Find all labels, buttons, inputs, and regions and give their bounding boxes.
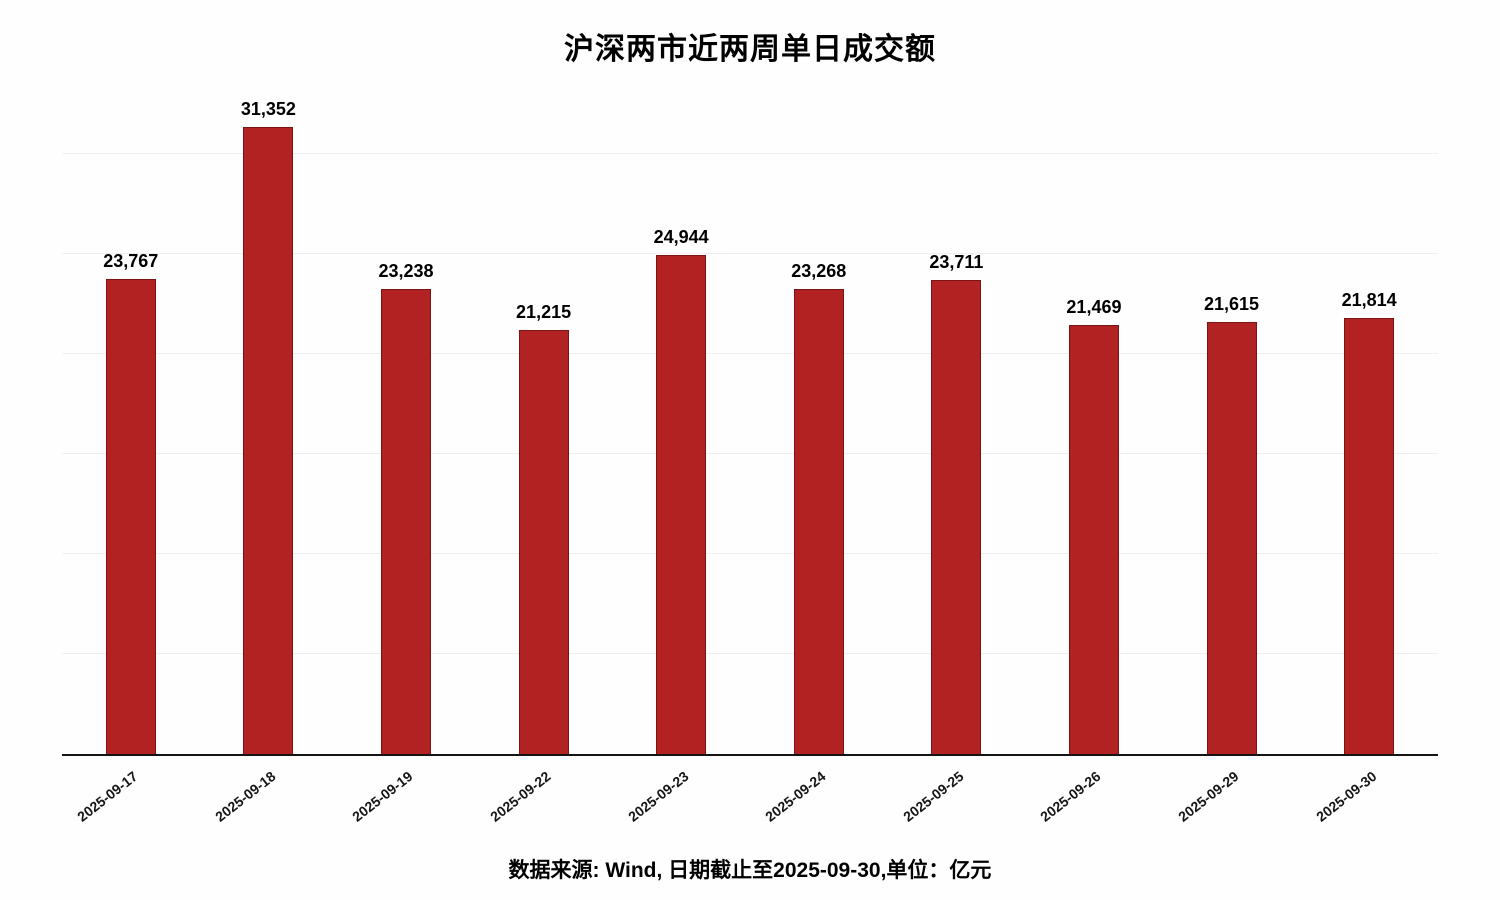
bar-group: 21,814 2025-09-30 — [1300, 94, 1438, 825]
bar: 23,238 — [378, 261, 434, 754]
x-axis-tick-label: 2025-09-18 — [211, 768, 279, 825]
plot-area: 23,767 2025-09-17 31,352 2025-09-18 23,238 20… — [62, 94, 1438, 825]
gridline — [62, 253, 1438, 254]
gridline — [62, 153, 1438, 154]
gridline — [62, 453, 1438, 454]
gridline — [62, 553, 1438, 554]
gridline — [62, 653, 1438, 654]
source-note: 数据来源: Wind, 日期截止至2025-09-30,单位：亿元 — [508, 859, 992, 882]
bar-value-label: 21,615 — [1204, 293, 1260, 314]
x-axis-tick-label: 2025-09-22 — [487, 768, 554, 825]
bar-group: 21,469 2025-09-26 — [1025, 94, 1163, 825]
bar-value-label: 23,268 — [791, 260, 847, 281]
bar: 21,215 — [516, 302, 571, 754]
bar: 23,268 — [791, 261, 846, 754]
bar-value-label: 24,944 — [653, 227, 709, 248]
x-axis-tick-label: 2025-09-25 — [899, 768, 967, 825]
bar-group: 24,944 2025-09-23 — [612, 94, 750, 825]
x-axis-tick-label: 2025-09-23 — [624, 768, 692, 825]
bar-value-label: 23,767 — [103, 250, 159, 271]
bar: 24,944 — [654, 227, 709, 754]
x-axis-tick-label: 2025-09-19 — [349, 768, 416, 825]
bar: 23,711 — [929, 252, 983, 754]
bar-value-label: 31,352 — [240, 98, 296, 119]
bar: 23,767 — [103, 251, 158, 754]
bar-group: 23,238 2025-09-19 — [337, 94, 475, 824]
bar-group: 31,352 2025-09-18 — [200, 94, 338, 825]
bar: 31,352 — [241, 99, 296, 754]
bar-value-label: 21,469 — [1066, 296, 1122, 317]
bar-group: 23,767 2025-09-17 — [62, 94, 200, 825]
x-axis-tick-label: 2025-09-17 — [74, 768, 141, 825]
bar: 21,469 — [1066, 297, 1121, 754]
x-axis-tick-label: 2025-09-30 — [1312, 768, 1379, 825]
bar: 21,615 — [1204, 294, 1259, 754]
bar-value-label: 23,711 — [929, 251, 984, 272]
bar-value-label: 21,215 — [516, 301, 572, 322]
bar-group: 23,268 2025-09-24 — [750, 94, 888, 825]
bar-group: 23,711 2025-09-25 — [888, 94, 1026, 825]
x-axis-tick-label: 2025-09-24 — [762, 768, 829, 825]
bar-value-label: 23,238 — [378, 261, 434, 282]
chart-title: 沪深两市近两周单日成交额 — [564, 33, 936, 66]
bar-group: 21,215 2025-09-22 — [475, 94, 613, 825]
x-axis-tick-label: 2025-09-29 — [1175, 768, 1242, 825]
gridline — [62, 353, 1438, 354]
bar: 21,814 — [1342, 290, 1397, 754]
bar-group: 21,615 2025-09-29 — [1163, 94, 1301, 825]
bar-value-label: 21,814 — [1341, 289, 1397, 310]
x-axis-tick-label: 2025-09-26 — [1037, 768, 1104, 825]
